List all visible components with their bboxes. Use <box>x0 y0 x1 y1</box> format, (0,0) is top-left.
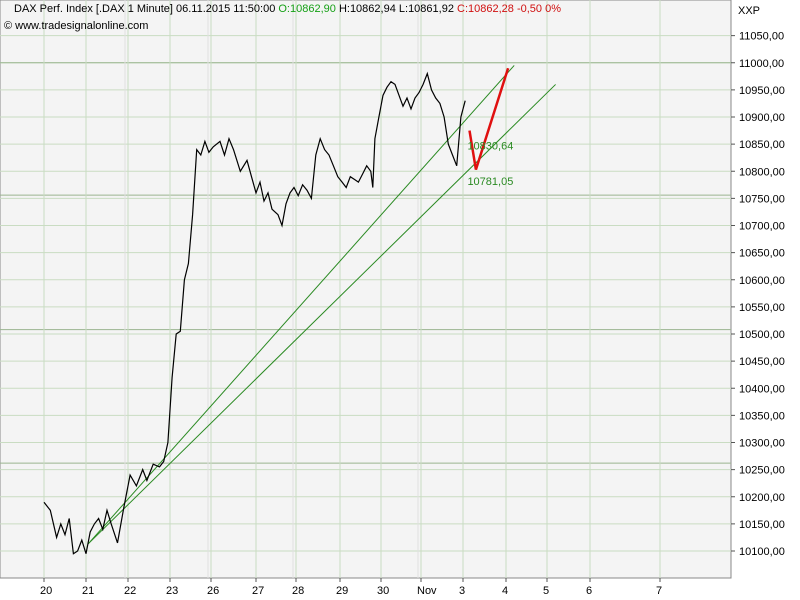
symbol-label: XXP <box>738 5 761 17</box>
x-tick-label: 28 <box>292 585 304 597</box>
chart-header: DAX Perf. Index [.DAX 1 Minute] 06.11.20… <box>0 3 561 15</box>
y-tick-label: 10200,00 <box>739 492 785 504</box>
y-tick-label: 10800,00 <box>739 166 785 178</box>
y-tick-label: 10650,00 <box>739 248 785 260</box>
y-tick-label: 10600,00 <box>739 275 785 287</box>
y-tick-label: 10750,00 <box>739 193 785 205</box>
low-value: L:10861,92 <box>398 3 454 15</box>
y-tick-label: 10500,00 <box>739 329 785 341</box>
x-tick-label: 27 <box>252 585 264 597</box>
x-tick-label: 30 <box>377 585 389 597</box>
x-tick-label: 21 <box>82 585 94 597</box>
high-value: H:10862,94 <box>338 3 396 15</box>
x-tick-label: 5 <box>543 585 549 597</box>
x-tick-label: 29 <box>336 585 348 597</box>
y-tick-label: 10250,00 <box>739 465 785 477</box>
plot-background <box>0 0 732 579</box>
website-link-row: © www.tradesignalonline.com <box>4 20 148 32</box>
y-tick-label: 11000,00 <box>739 58 784 70</box>
x-tick-label: 6 <box>586 585 592 597</box>
copyright-icon: © <box>4 20 13 32</box>
trend-line <box>87 65 515 545</box>
close-value: C:10862,28 <box>457 3 514 15</box>
x-tick-label: 20 <box>40 585 52 597</box>
y-tick-label: 10900,00 <box>739 112 785 124</box>
y-tick-label: 10850,00 <box>739 139 785 151</box>
y-tick-label: 10100,00 <box>739 546 785 558</box>
x-tick-label: 22 <box>124 585 136 597</box>
x-tick-label: 7 <box>656 585 662 597</box>
x-tick-label: 23 <box>166 585 178 597</box>
y-tick-label: 10700,00 <box>739 221 785 233</box>
y-tick-label: 10300,00 <box>739 438 785 450</box>
forecast-line <box>468 67 510 170</box>
y-tick-label: 10150,00 <box>739 519 785 531</box>
y-tick-label: 11050,00 <box>739 31 784 43</box>
x-tick-label: 4 <box>502 585 508 597</box>
website-label: www.tradesignalonline.com <box>15 20 149 32</box>
y-tick-label: 10950,00 <box>739 85 785 97</box>
y-tick-label: 10550,00 <box>739 302 785 314</box>
y-tick-label: 10450,00 <box>739 356 785 368</box>
open-value: O:10862,90 <box>278 3 336 15</box>
x-tick-label: 26 <box>207 585 219 597</box>
x-tick-label: 3 <box>459 585 465 597</box>
level-annotation: 10830,64 <box>467 141 513 153</box>
y-tick-label: 10400,00 <box>739 383 785 395</box>
header-title: DAX Perf. Index [.DAX 1 Minute] 06.11.20… <box>14 3 276 15</box>
y-tick-label: 10350,00 <box>739 410 785 422</box>
level-annotation: 10781,05 <box>467 176 513 188</box>
x-tick-label: Nov <box>417 585 437 597</box>
price-line <box>43 71 466 555</box>
change-value: -0,50 <box>516 3 543 15</box>
change-pct: 0% <box>545 3 562 15</box>
